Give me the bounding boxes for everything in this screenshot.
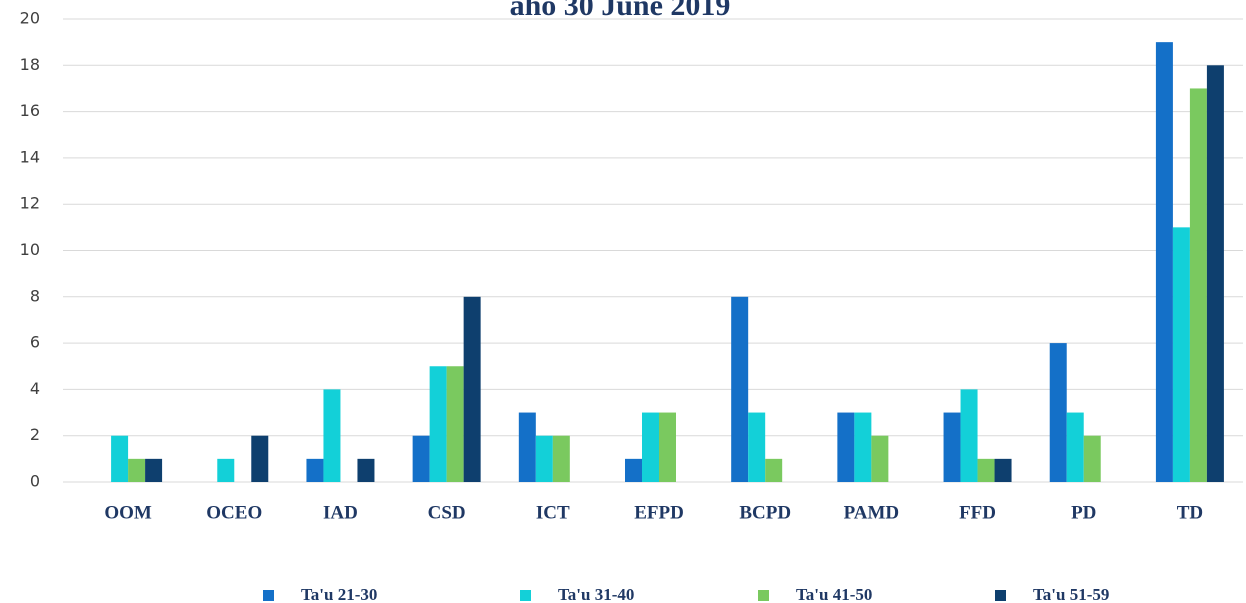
bar: [1155, 42, 1173, 483]
bar: [412, 435, 430, 482]
x-tick-label: FFD: [959, 502, 996, 523]
legend-swatch: [520, 590, 531, 601]
y-tick-label: 14: [20, 147, 40, 166]
bar: [642, 412, 659, 482]
bar: [552, 435, 570, 482]
x-tick-label: ICT: [536, 502, 570, 523]
bar: [323, 389, 341, 482]
bar: [1049, 343, 1067, 482]
y-tick-label: 4: [30, 379, 40, 398]
x-tick-label: PD: [1071, 502, 1096, 523]
legend-label: Ta'u 51-59: [1033, 585, 1109, 603]
y-tick-label: 10: [20, 240, 40, 259]
bar: [251, 435, 269, 482]
bar: [960, 389, 978, 482]
bar: [463, 296, 481, 482]
bar: [145, 458, 163, 482]
x-tick-label: CSD: [428, 502, 466, 523]
bar: [748, 412, 766, 482]
legend-label: Ta'u 21-30: [301, 585, 377, 603]
bar: [429, 366, 447, 482]
bar: [871, 435, 889, 482]
bar: [1206, 65, 1224, 483]
legend-swatch: [263, 590, 274, 601]
bar: [625, 458, 642, 482]
bar: [659, 412, 676, 482]
bar: [854, 412, 872, 482]
bar: [446, 366, 464, 482]
y-tick-label: 12: [20, 194, 40, 213]
bar: [765, 458, 783, 482]
y-tick-label: 20: [20, 9, 40, 28]
bar: [1189, 88, 1207, 482]
y-tick-label: 8: [30, 286, 40, 305]
legend-label: Ta'u 41-50: [796, 585, 872, 603]
x-tick-label: TD: [1177, 502, 1203, 523]
bar: [994, 458, 1012, 482]
y-tick-label: 16: [20, 101, 40, 120]
x-tick-label: EFPD: [634, 502, 684, 523]
legend-swatch: [995, 590, 1006, 601]
x-tick-label: OCEO: [206, 502, 262, 523]
bar: [128, 458, 146, 482]
bar: [518, 412, 536, 482]
x-tick-label: OOM: [104, 502, 152, 523]
bar: [1066, 412, 1084, 482]
x-tick-label: BCPD: [739, 502, 791, 523]
y-tick-label: 18: [20, 55, 40, 74]
y-tick-label: 6: [30, 333, 40, 352]
bar: [943, 412, 961, 482]
legend-swatch: [758, 590, 769, 601]
y-tick-label: 0: [30, 472, 40, 491]
bar: [977, 458, 995, 482]
bar: [357, 458, 375, 482]
x-tick-label: PAMD: [844, 502, 900, 523]
bar: [1172, 227, 1190, 482]
chart-title: aho 30 June 2019: [510, 0, 731, 22]
bar: [306, 458, 324, 482]
y-tick-label: 2: [30, 425, 40, 444]
bar: [1083, 435, 1101, 482]
bar: [217, 458, 235, 482]
legend-label: Ta'u 31-40: [558, 585, 634, 603]
bar: [111, 435, 129, 482]
bar: [837, 412, 855, 482]
x-tick-label: IAD: [323, 502, 358, 523]
bar: [535, 435, 553, 482]
bar: [731, 296, 749, 482]
